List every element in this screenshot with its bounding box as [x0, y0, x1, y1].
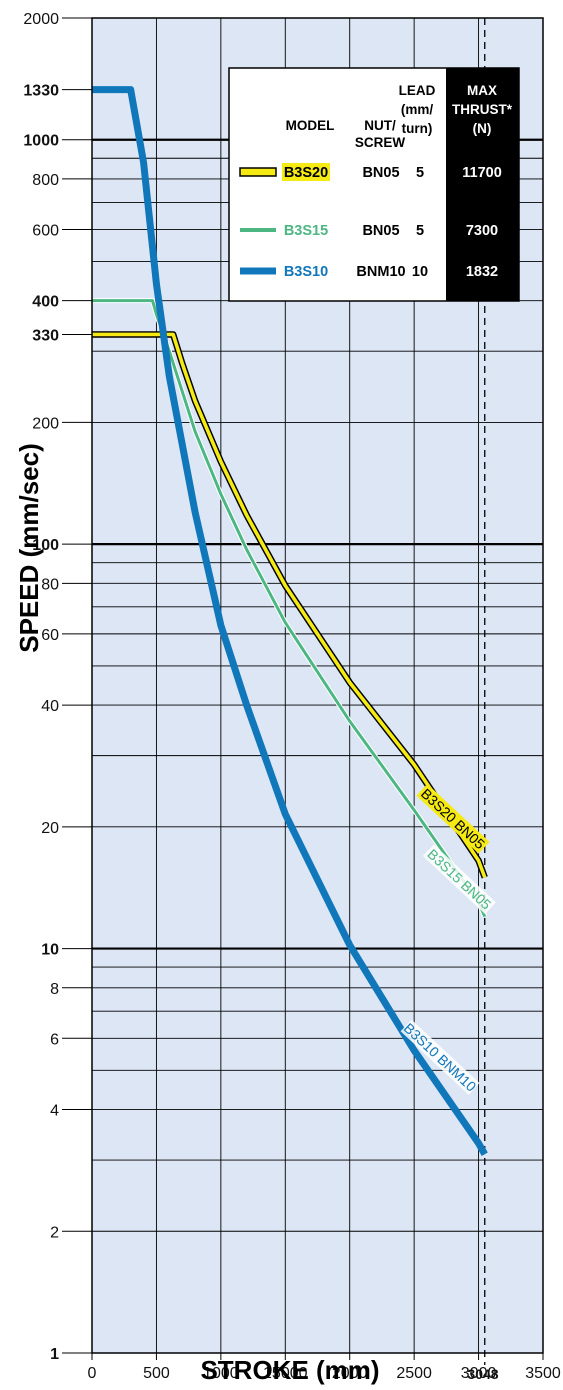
x-tick-label: 2000 [332, 1365, 368, 1382]
legend-header-lead: turn) [402, 121, 433, 136]
x-axis-title: STROKE (mm) [200, 1355, 379, 1385]
x-tick-label: 2500 [396, 1365, 432, 1382]
y-tick-label: 4 [50, 1103, 59, 1120]
x-tick-label: 3500 [525, 1365, 561, 1382]
legend-header-nut-screw: NUT/ [364, 118, 396, 133]
series-b3s10-line [92, 86, 488, 1156]
legend-swatch-b3s20 [239, 167, 277, 177]
legend-nut-screw-1: BN05 [362, 223, 399, 239]
y-axis-title: SPEED (mm/sec) [14, 443, 44, 653]
y-tick-label: 80 [41, 576, 59, 593]
x-tick-label: 500 [143, 1365, 170, 1382]
legend-header-max-thrust: THRUST* [452, 102, 513, 117]
y-tick-label: 8 [50, 981, 59, 998]
legend-header-nut-screw: SCREW [355, 135, 406, 150]
legend-lead-1: 5 [416, 223, 424, 239]
y-tick-label: 1 [50, 1346, 59, 1363]
y-tick-label: 2000 [23, 11, 59, 28]
y-tick-label: 6 [50, 1031, 59, 1048]
y-tick-label: 600 [32, 222, 59, 239]
x-tick-label: 1000 [203, 1365, 239, 1382]
y-axis-ticks: 2000 1330 1000 800 600 400 330 200 100 80 60 40 20 10… [23, 11, 92, 1363]
legend: MODEL NUT/SCREW LEAD (mm/turn) MAX THRUST* (N)… [228, 67, 520, 302]
legend-model-2: B3S10 [284, 264, 328, 280]
y-tick-label: 1000 [23, 133, 59, 150]
series-b3s15-line [92, 299, 487, 918]
y-tick-label: 1330 [23, 83, 59, 100]
y-tick-label: 10 [41, 942, 59, 959]
legend-header-max-thrust: MAX [467, 83, 497, 98]
y-tick-label: 2 [50, 1224, 59, 1241]
legend-nut-screw-2: BNM10 [356, 264, 405, 280]
legend-thrust-0: 11700 [462, 165, 502, 181]
plot-frame [91, 17, 544, 1354]
x-marker-label: 3048 [467, 1366, 498, 1382]
y-tick-label: 800 [32, 172, 59, 189]
legend-lead-2: 10 [412, 264, 428, 280]
y-tick-label: 200 [32, 415, 59, 432]
legend-nut-screw-0: BN05 [362, 165, 399, 181]
y-tick-label: 100 [32, 537, 59, 554]
curve-label-b3s20-bg [416, 783, 490, 854]
x-axis-ticks: 0 500 1000 15000 2000 2500 3000 3500 [88, 1353, 561, 1382]
legend-header-model: MODEL [286, 118, 335, 133]
x-tick-label: 15000 [263, 1365, 308, 1382]
x-tick-label: 0 [88, 1365, 97, 1382]
legend-thrust-1: 7300 [466, 223, 498, 239]
curve-label-b3s15-bg [422, 844, 496, 915]
y-tick-label: 400 [32, 294, 59, 311]
legend-model-0: B3S20 [284, 165, 328, 181]
y-tick-label: 330 [32, 327, 59, 344]
x-tick-label: 3000 [461, 1365, 497, 1382]
legend-thrust-2: 1832 [466, 264, 498, 280]
legend-header-lead: LEAD [399, 83, 436, 98]
legend-model-1: B3S15 [284, 223, 328, 239]
legend-thrust-column [446, 68, 519, 301]
legend-lead-0: 5 [416, 165, 424, 181]
legend-header-lead: (mm/ [401, 102, 434, 117]
curve-label-b3s10-bg [400, 1019, 480, 1095]
y-tick-label: 60 [41, 627, 59, 644]
y-tick-label: 40 [41, 698, 59, 715]
legend-model-highlight [282, 163, 330, 181]
legend-header-max-thrust: (N) [473, 121, 492, 136]
y-tick-label: 20 [41, 820, 59, 837]
